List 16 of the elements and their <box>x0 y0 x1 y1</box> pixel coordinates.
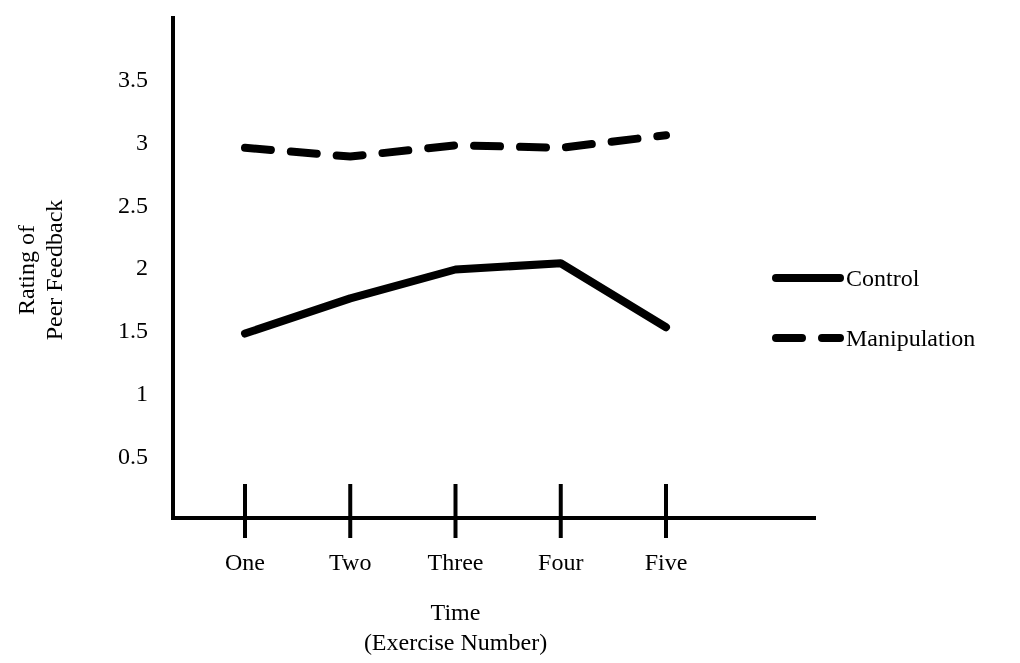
y-axis-title: Rating of Peer Feedback <box>13 199 67 341</box>
legend-label: Control <box>846 265 920 292</box>
y-tick-label: 2 <box>136 254 148 281</box>
x-tick-label: Three <box>427 549 484 575</box>
y-tick-label: 3.5 <box>118 66 148 93</box>
y-tick-label: 0.5 <box>118 442 148 469</box>
x-tick-label: Four <box>538 549 584 575</box>
x-tick-label: Two <box>329 549 372 575</box>
x-axis-title: Time (Exercise Number) <box>363 599 548 655</box>
y-tick-label: 1.5 <box>118 317 148 344</box>
legend-label: Manipulation <box>846 325 976 352</box>
y-tick-label: 3 <box>136 128 148 155</box>
x-tick-label: Five <box>644 549 688 575</box>
x-tick-label: One <box>225 549 265 575</box>
y-tick-label: 2.5 <box>118 191 148 218</box>
y-tick-label: 1 <box>136 379 148 406</box>
